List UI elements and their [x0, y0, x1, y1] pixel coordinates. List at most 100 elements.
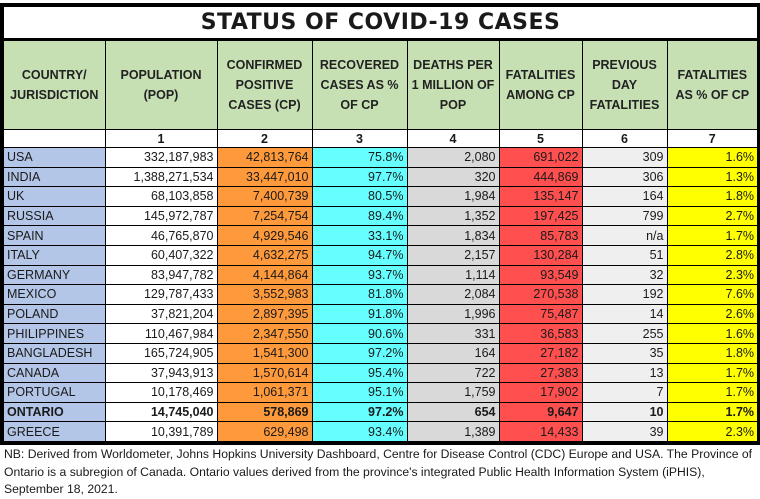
value-cell: 2,084: [406, 284, 500, 305]
table-row: UK 68,103,858 7,400,739 80.5% 1,984 135,147 16…: [1, 186, 760, 207]
value-cell: 1,834: [406, 225, 500, 246]
column-header: FATALITIES AMONG CP: [498, 39, 583, 130]
table-title: STATUS OF COVID-19 CASES: [1, 4, 760, 41]
value-cell: 1.6%: [666, 323, 760, 344]
value-cell: 2,897,395: [216, 303, 313, 325]
column-header: CONFIRMED POSITIVE CASES (CP): [216, 39, 313, 130]
table-row: BANGLADESH 165,724,905 1,541,300 97.2% 164 27…: [1, 342, 760, 364]
value-cell: 332,187,983: [104, 147, 218, 168]
value-cell: 145,972,787: [104, 205, 218, 227]
table-row: POLAND 37,821,204 2,897,395 91.8% 1,996 75,48…: [1, 303, 760, 325]
value-cell: 1.8%: [666, 342, 760, 364]
country-cell: CANADA: [1, 362, 106, 384]
value-cell: 654: [406, 401, 500, 423]
value-cell: 1.7%: [666, 401, 760, 423]
value-cell: 83,947,782: [104, 264, 218, 286]
table-body: USA 332,187,983 42,813,764 75.8% 2,080 691,02…: [1, 147, 760, 444]
value-cell: 37,943,913: [104, 362, 218, 384]
value-cell: 1,759: [406, 382, 500, 403]
value-cell: 97.2%: [311, 401, 408, 423]
value-cell: 33,447,010: [216, 166, 313, 188]
country-cell: USA: [1, 147, 106, 168]
column-number: 3: [311, 129, 408, 148]
value-cell: 2,080: [406, 147, 500, 168]
value-cell: 4,144,864: [216, 264, 313, 286]
column-number: 1: [104, 129, 218, 148]
value-cell: 1.7%: [666, 225, 760, 246]
column-number: 5: [498, 129, 583, 148]
value-cell: 110,467,984: [104, 323, 218, 344]
table-row: MEXICO 129,787,433 3,552,983 81.8% 2,084 270,…: [1, 284, 760, 305]
country-cell: SPAIN: [1, 225, 106, 246]
value-cell: 51: [581, 244, 668, 266]
value-cell: 722: [406, 362, 500, 384]
value-cell: 60,407,322: [104, 244, 218, 266]
value-cell: 7,400,739: [216, 186, 313, 207]
value-cell: 33.1%: [311, 225, 408, 246]
value-cell: 27,182: [498, 342, 583, 364]
value-cell: 629,498: [216, 421, 313, 444]
value-cell: n/a: [581, 225, 668, 246]
table-row: GERMANY 83,947,782 4,144,864 93.7% 1,114 93,5…: [1, 264, 760, 286]
value-cell: 93.7%: [311, 264, 408, 286]
value-cell: 192: [581, 284, 668, 305]
value-cell: 1.7%: [666, 362, 760, 384]
value-cell: 95.4%: [311, 362, 408, 384]
value-cell: 46,765,870: [104, 225, 218, 246]
country-cell: BANGLADESH: [1, 342, 106, 364]
value-cell: 1,388,271,534: [104, 166, 218, 188]
value-cell: 85,783: [498, 225, 583, 246]
value-cell: 164: [581, 186, 668, 207]
value-cell: 93,549: [498, 264, 583, 286]
table-row: SPAIN 46,765,870 4,929,546 33.1% 1,834 85,783…: [1, 225, 760, 246]
value-cell: 799: [581, 205, 668, 227]
value-cell: 14: [581, 303, 668, 325]
value-cell: 90.6%: [311, 323, 408, 344]
country-cell: ONTARIO: [1, 401, 106, 423]
table-row: GREECE 10,391,789 629,498 93.4% 1,389 14,433 3…: [1, 421, 760, 444]
value-cell: 4,929,546: [216, 225, 313, 246]
value-cell: 130,284: [498, 244, 583, 266]
column-header: RECOVERED CASES AS % OF CP: [311, 39, 408, 130]
column-header: DEATHS PER 1 MILLION OF POP: [406, 39, 500, 130]
value-cell: 14,433: [498, 421, 583, 444]
value-cell: 331: [406, 323, 500, 344]
covid-status-table-container: STATUS OF COVID-19 CASES COUNTRY/ JURISD…: [0, 3, 760, 445]
value-cell: 691,022: [498, 147, 583, 168]
country-cell: POLAND: [1, 303, 106, 325]
value-cell: 13: [581, 362, 668, 384]
column-header: POPULATION (POP): [104, 39, 218, 130]
country-cell: INDIA: [1, 166, 106, 188]
value-cell: 197,425: [498, 205, 583, 227]
country-cell: UK: [1, 186, 106, 207]
value-cell: 95.1%: [311, 382, 408, 403]
value-cell: 1.6%: [666, 147, 760, 168]
value-cell: 17,902: [498, 382, 583, 403]
value-cell: 129,787,433: [104, 284, 218, 305]
value-cell: 1.8%: [666, 186, 760, 207]
value-cell: 37,821,204: [104, 303, 218, 325]
country-cell: GREECE: [1, 421, 106, 444]
value-cell: 14,745,040: [104, 401, 218, 423]
value-cell: 36,583: [498, 323, 583, 344]
column-number: 6: [581, 129, 668, 148]
value-cell: 68,103,858: [104, 186, 218, 207]
value-cell: 165,724,905: [104, 342, 218, 364]
value-cell: 309: [581, 147, 668, 168]
column-number: 7: [666, 129, 760, 148]
column-header-row: COUNTRY/ JURISDICTION POPULATION (POP) CON…: [1, 39, 760, 130]
value-cell: 35: [581, 342, 668, 364]
value-cell: 1,984: [406, 186, 500, 207]
country-cell: PORTUGAL: [1, 382, 106, 403]
value-cell: 7.6%: [666, 284, 760, 305]
value-cell: 9,647: [498, 401, 583, 423]
value-cell: 1,541,300: [216, 342, 313, 364]
value-cell: 1.3%: [666, 166, 760, 188]
value-cell: 255: [581, 323, 668, 344]
value-cell: 2.7%: [666, 205, 760, 227]
table-row: ONTARIO 14,745,040 578,869 97.2% 654 9,647 10 1…: [1, 401, 760, 423]
column-header: COUNTRY/ JURISDICTION: [1, 39, 106, 130]
value-cell: 135,147: [498, 186, 583, 207]
column-number: 2: [216, 129, 313, 148]
